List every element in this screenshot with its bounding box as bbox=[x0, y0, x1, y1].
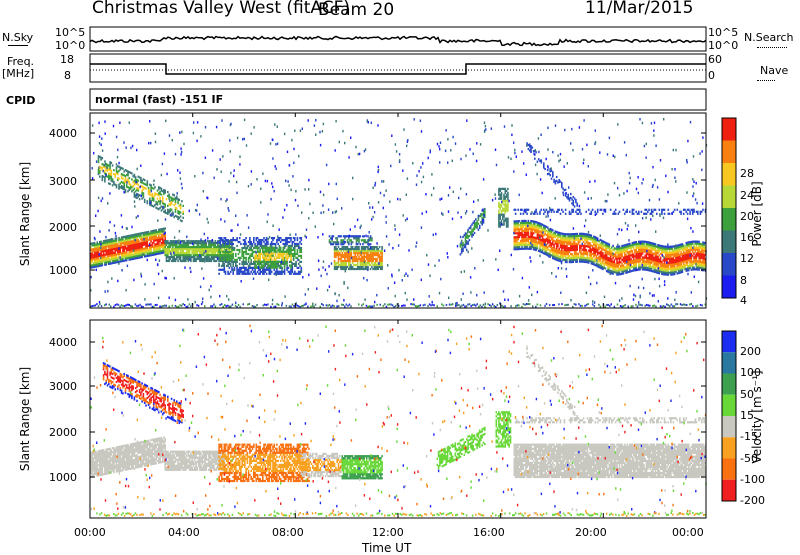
velocity-scatter bbox=[90, 325, 707, 517]
freq-panel-frame bbox=[90, 54, 706, 82]
power-colorbar bbox=[722, 118, 736, 298]
nsky-line bbox=[90, 37, 706, 46]
velocity-colorbar bbox=[722, 331, 736, 501]
cpid-panel-frame bbox=[90, 89, 706, 110]
power-scatter bbox=[90, 118, 707, 308]
power-panel-frame bbox=[90, 113, 706, 308]
freq-line bbox=[90, 64, 706, 74]
